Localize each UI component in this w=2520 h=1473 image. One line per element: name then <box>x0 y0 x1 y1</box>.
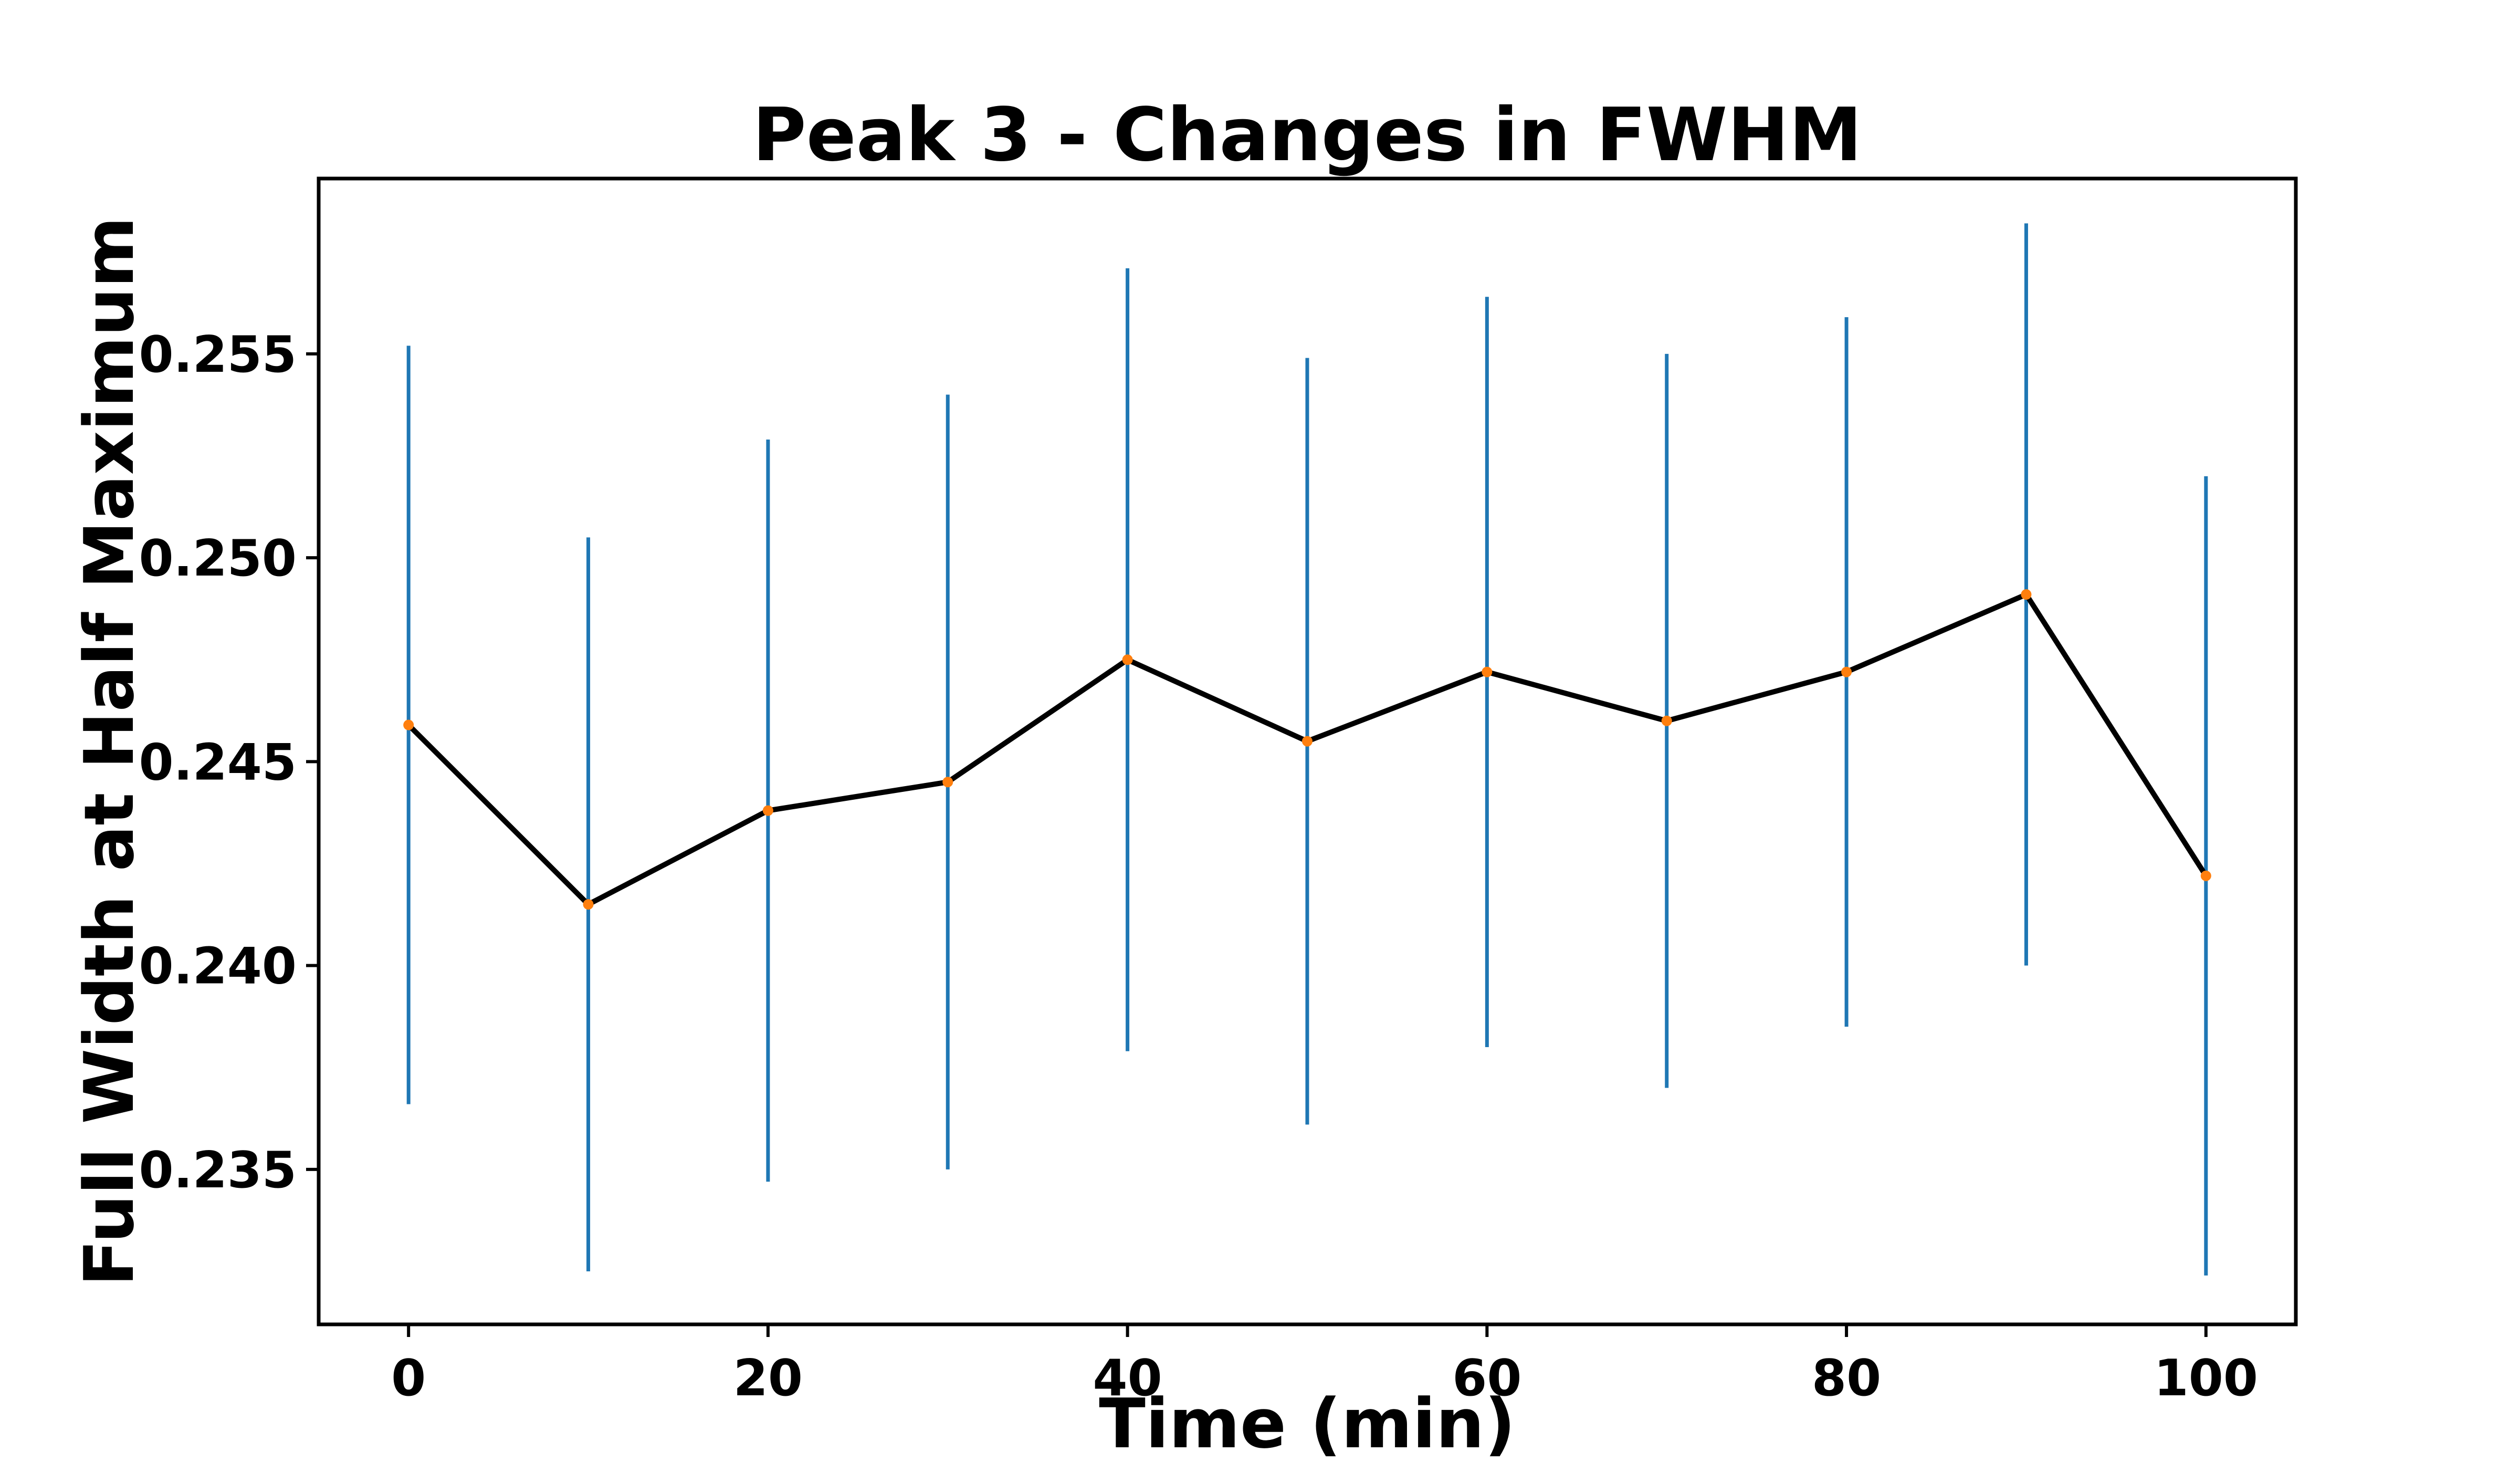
data-point <box>2200 870 2211 881</box>
x-tick-label: 20 <box>733 1350 803 1407</box>
y-axis-label: Full Width at Half Maximum <box>69 216 149 1286</box>
x-tick-label: 0 <box>391 1350 426 1407</box>
data-point <box>583 899 594 910</box>
y-tick-label: 0.240 <box>139 938 297 996</box>
y-tick-label: 0.250 <box>139 530 297 588</box>
x-axis-label: Time (min) <box>1099 1384 1516 1464</box>
data-point <box>762 805 773 816</box>
data-point <box>1122 654 1133 665</box>
plot-area <box>403 223 2211 1276</box>
y-tick-label: 0.255 <box>139 326 297 384</box>
data-point <box>942 777 953 788</box>
data-point <box>1841 666 1852 677</box>
data-point <box>403 719 414 730</box>
x-tick-label: 80 <box>1812 1350 1881 1407</box>
x-tick-label: 100 <box>2154 1350 2258 1407</box>
data-point <box>1482 666 1493 677</box>
data-point <box>2021 589 2032 600</box>
x-axis: 0 20 40 60 80 100 <box>391 1324 2258 1407</box>
x-tick-label: 40 <box>1093 1350 1162 1407</box>
y-axis: 0.235 0.240 0.245 0.250 0.255 <box>139 326 319 1199</box>
chart-title: Peak 3 - Changes in FWHM <box>752 92 1862 178</box>
data-point <box>1302 736 1312 747</box>
axes-frame <box>317 176 2298 1326</box>
x-tick-label: 60 <box>1452 1350 1521 1407</box>
y-tick-label: 0.235 <box>139 1142 297 1199</box>
data-point <box>1661 715 1672 726</box>
y-tick-label: 0.245 <box>139 734 297 791</box>
